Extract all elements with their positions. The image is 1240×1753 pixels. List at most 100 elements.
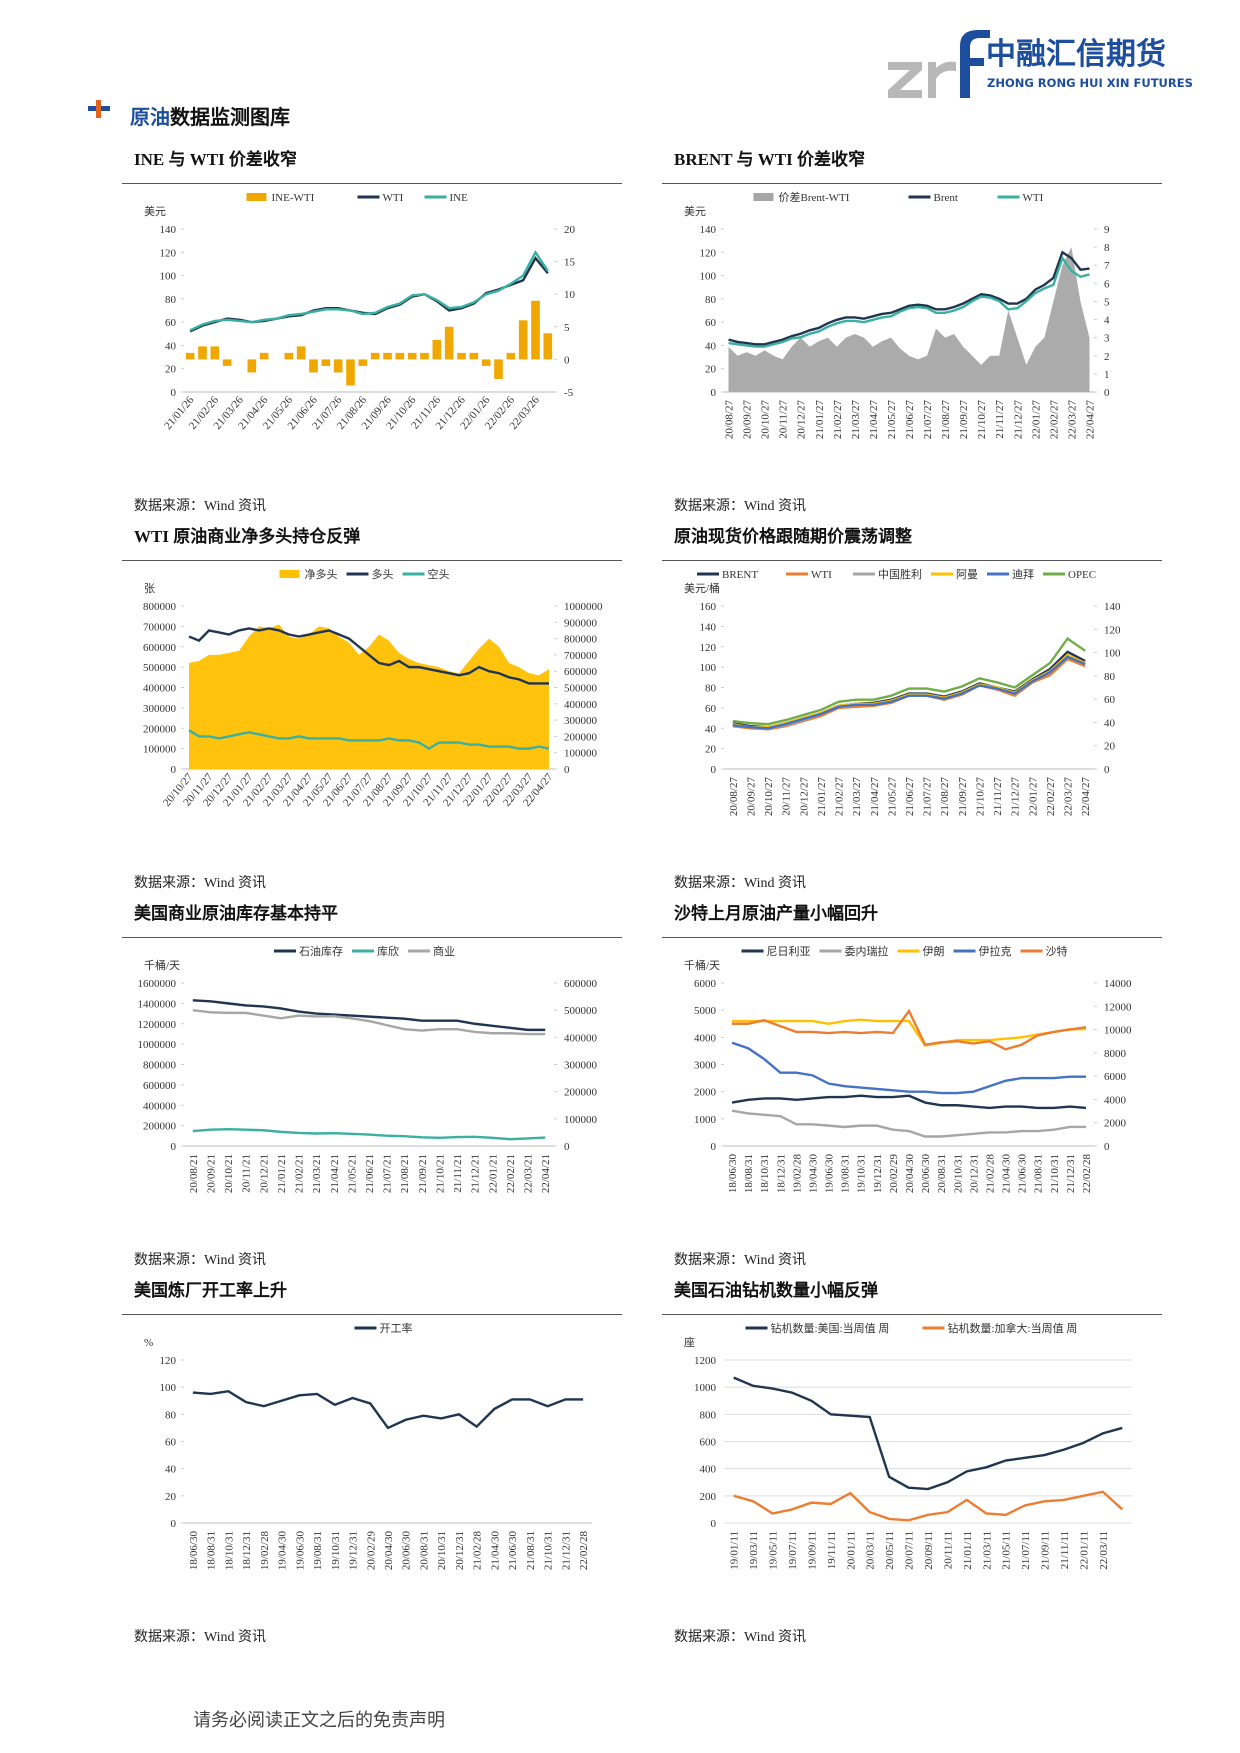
x-tick-label: 21/02/27 <box>834 777 846 817</box>
x-tick-label: 21/09/27 <box>958 400 970 440</box>
x-tick-label: 20/08/31 <box>418 1531 430 1570</box>
y2-tick-label: 60 <box>1104 694 1116 706</box>
y-tick-label: 6000 <box>694 978 717 990</box>
line <box>192 999 546 1032</box>
chart-panel: WTI 原油商业净多头持仓反弹张 0 100000 200000 300000 40000… <box>122 522 622 892</box>
area <box>728 247 1090 392</box>
y2-tick-label: 1 <box>1104 369 1110 381</box>
x-tick-label: 21/11/21 <box>452 1154 464 1193</box>
legend-label: 伊朗 <box>923 945 945 958</box>
x-tick-label: 21/10/27 <box>974 777 986 817</box>
x-tick-label: 20/02/29 <box>365 1531 377 1571</box>
x-tick-label: 22/01/27 <box>1030 400 1042 440</box>
y-axis-label: % <box>144 1337 153 1349</box>
x-tick-label: 22/01/27 <box>1027 777 1039 817</box>
bar <box>259 352 269 360</box>
x-tick-label: 22/03/27 <box>1066 400 1078 440</box>
x-tick-label: 20/11/27 <box>781 777 793 816</box>
x-tick-label: 21/04/21 <box>329 1154 341 1193</box>
y2-tick-label: 0 <box>564 354 570 366</box>
x-tick-label: 21/02/21 <box>294 1154 306 1193</box>
x-tick-label: 20/09/27 <box>745 777 757 817</box>
x-tick-label: 19/10/31 <box>856 1154 868 1193</box>
x-tick-label: 20/05/11 <box>884 1531 896 1570</box>
y2-tick-label: 5 <box>564 322 570 334</box>
x-tick-label: 19/05/11 <box>768 1531 780 1570</box>
y-tick-label: 60 <box>705 317 717 329</box>
legend-label: Brent <box>934 192 958 204</box>
y-tick-label: 120 <box>160 247 177 259</box>
x-tick-label: 22/04/21 <box>540 1154 552 1193</box>
x-tick-label: 20/12/31 <box>454 1531 466 1570</box>
x-tick-label: 21/03/11 <box>981 1531 993 1570</box>
x-tick-label: 21/10/31 <box>543 1531 555 1570</box>
bar <box>444 326 454 360</box>
y2-tick-label: 3 <box>1104 333 1110 345</box>
x-tick-label: 19/11/11 <box>826 1531 838 1569</box>
x-tick-label: 21/05/21 <box>346 1154 358 1193</box>
bar <box>481 359 491 366</box>
x-tick-label: 21/11/11 <box>1059 1531 1071 1569</box>
x-tick-label: 21/06/30 <box>507 1531 519 1571</box>
line <box>728 255 1090 348</box>
y2-tick-label: 140 <box>1104 601 1121 613</box>
y-tick-label: 40 <box>165 340 177 352</box>
x-tick-label: 21/08/27 <box>940 400 952 440</box>
bar <box>210 346 220 360</box>
y2-tick-label: 6 <box>1104 278 1110 290</box>
line <box>188 627 549 685</box>
x-tick-label: 21/08/21 <box>399 1154 411 1193</box>
y2-tick-label: 900000 <box>564 617 598 629</box>
x-tick-label: 21/12/31 <box>1065 1154 1077 1193</box>
y-tick-label: 140 <box>160 224 177 236</box>
legend-label: 库欣 <box>377 944 399 958</box>
chart-title: 沙特上月原油产量小幅回升 <box>674 904 878 923</box>
y-tick-label: 0 <box>171 1141 177 1153</box>
x-tick-label: 21/07/27 <box>922 777 934 817</box>
line <box>733 1376 1123 1491</box>
y2-tick-label: 40 <box>1104 717 1116 729</box>
x-tick-label: 19/03/11 <box>748 1531 760 1570</box>
line <box>731 1041 1086 1095</box>
chart-source: 数据来源：Wind 资讯 <box>134 499 267 514</box>
logo-mark <box>888 30 990 98</box>
y2-tick-label: 0 <box>1104 387 1110 399</box>
x-tick-label: 21/12/27 <box>1010 777 1022 817</box>
chart: 张 0 100000 200000 300000 400000 500000 600000 70… <box>143 567 603 809</box>
legend-label: 石油库存 <box>299 944 343 958</box>
x-tick-label: 20/10/31 <box>952 1154 964 1193</box>
y2-tick-label: 0 <box>1104 1141 1110 1153</box>
y2-tick-label: 500000 <box>564 683 598 695</box>
y-tick-label: 600 <box>700 1437 717 1449</box>
y-tick-label: 20 <box>165 1491 177 1503</box>
y2-tick-label: 0 <box>564 1141 570 1153</box>
title-rule <box>662 1314 1162 1315</box>
legend-label: 多头 <box>372 567 394 581</box>
x-tick-label: 21/12/21 <box>470 1154 482 1193</box>
x-tick-label: 20/06/30 <box>920 1154 932 1194</box>
bar <box>296 346 306 360</box>
bar <box>309 359 318 373</box>
x-tick-label: 22/02/27 <box>1045 777 1057 817</box>
y2-tick-label: 6000 <box>1104 1071 1127 1083</box>
y-tick-label: 2000 <box>694 1087 717 1099</box>
legend-label: 阿曼 <box>956 568 978 581</box>
bar <box>185 352 195 360</box>
legend-label: BRENT <box>722 569 758 581</box>
x-tick-label: 21/01/11 <box>962 1531 974 1570</box>
x-tick-label: 19/08/31 <box>840 1154 852 1193</box>
y2-tick-label: 12000 <box>1104 1001 1132 1013</box>
x-tick-label: 21/08/27 <box>939 777 951 817</box>
x-tick-label: 20/03/11 <box>865 1531 877 1570</box>
y-tick-label: 200000 <box>143 1121 177 1133</box>
y-tick-label: 200 <box>700 1491 717 1503</box>
title-rule <box>662 183 1162 184</box>
legend-label: 迪拜 <box>1012 568 1034 581</box>
chart-title: BRENT 与 WTI 价差收窄 <box>674 150 865 169</box>
y-tick-label: 1000000 <box>138 1039 177 1051</box>
y-tick-label: 600000 <box>143 642 177 654</box>
x-tick-label: 22/02/28 <box>1081 1154 1093 1194</box>
y-tick-label: 800000 <box>143 1060 177 1072</box>
header: 中融汇信期货 ZHONG RONG HUI XIN FUTURES 原油 数据监… <box>88 30 1193 129</box>
y-tick-label: 1200 <box>694 1355 717 1367</box>
